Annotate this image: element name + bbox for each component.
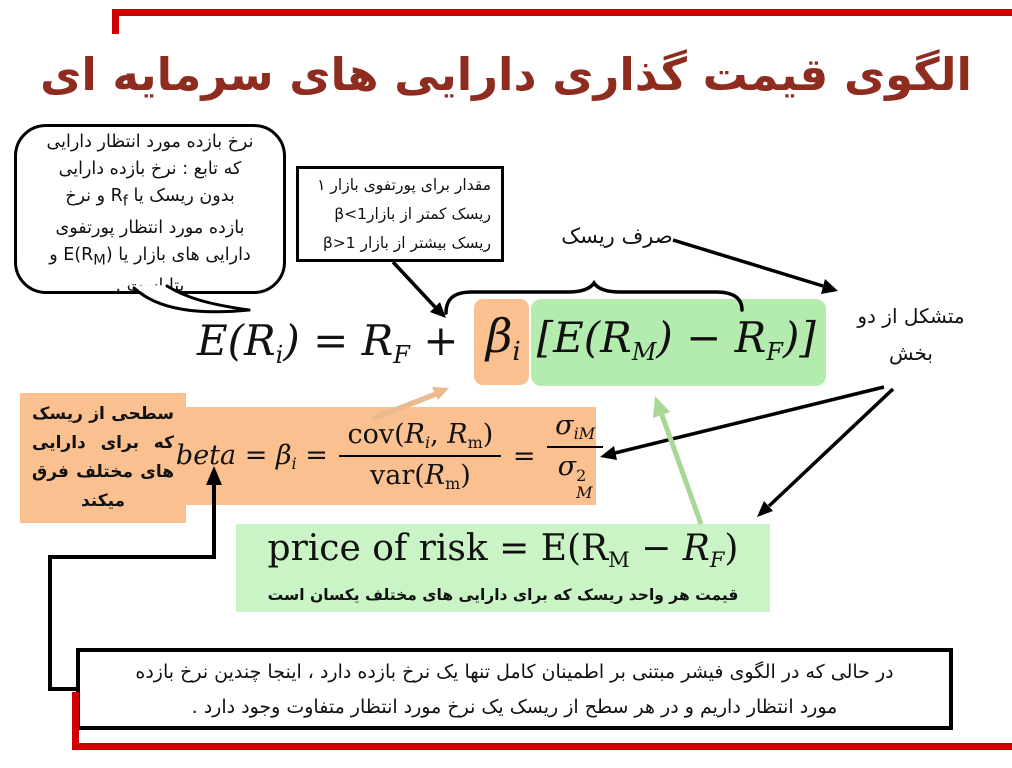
- cov-var-fraction: cov(Ri, Rm) var(Rm): [339, 419, 502, 493]
- page-title: الگوی قیمت گذاری دارایی های سرمایه ای: [40, 48, 972, 101]
- price-of-risk-box: price of risk = E(RM − RF) قیمت هر واحد …: [236, 524, 770, 612]
- callout-line: بازده مورد انتظار پورتفوی: [55, 217, 245, 238]
- market-premium-highlight-chip: [E(RM) − RF)]: [530, 298, 826, 386]
- formula-text: E(Ri) = RF +: [197, 315, 472, 369]
- callout-text: و: [49, 244, 64, 265]
- beta-highlight-chip: βi: [473, 299, 529, 385]
- beta-gt-1: β>1: [322, 234, 356, 252]
- arrow-risk-premium-to-two-parts: [672, 238, 838, 294]
- callout-line: نرخ بازده مورد انتظار دارایی: [46, 132, 254, 152]
- beta-range-line: ریسک بیشتر از بازار β>1: [322, 234, 491, 252]
- callout-line: دارایی های بازار یا E(RM) و: [17, 242, 283, 274]
- fisher-note-box: در حالی که در الگوی فیشر مبتنی بر اطمینا…: [76, 648, 953, 730]
- arrow-two-parts-to-price-box: [757, 387, 895, 517]
- risk-premium-label: صرف ریسک: [561, 224, 673, 248]
- callout-text: دارایی های بازار یا: [112, 244, 251, 265]
- two-parts-label: متشکل از دو بخش: [857, 304, 965, 365]
- callout-line: بدون ریسک یا Rf و نرخ: [17, 183, 283, 215]
- callout-text: بدون ریسک یا: [127, 186, 235, 206]
- beta-range-line: مقدار برای پورتفوی بازار ۱: [317, 176, 491, 194]
- price-of-risk-caption: قیمت هر واحد ریسک که برای دارایی های مخت…: [267, 586, 739, 604]
- definition-callout: نرخ بازده مورد انتظار دارایی که تابع : ن…: [14, 124, 286, 296]
- callout-line: که تابع : نرخ بازده دارایی: [58, 159, 242, 179]
- green-arrow-to-formula: [653, 396, 704, 525]
- beta-def: beta = βi =: [175, 439, 337, 473]
- beta-range-box: مقدار برای پورتفوی بازار ۱ ریسک کمتر از …: [296, 166, 504, 262]
- beta-range-line: ریسک کمتر از بازارβ<1: [334, 205, 491, 223]
- erm-symbol: E(RM): [63, 244, 113, 269]
- arrow-two-parts-to-beta-formula: [600, 385, 885, 460]
- red-top-border: [112, 9, 1012, 34]
- beta-lt-1: β<1: [334, 205, 368, 223]
- callout-text: و نرخ: [65, 186, 111, 206]
- price-of-risk-formula: price of risk = E(RM − RF): [267, 528, 739, 572]
- rf-symbol: Rf: [110, 186, 128, 210]
- risk-level-box: سطحی از ریسک که برای دارایی های مختلف فر…: [20, 393, 186, 523]
- capm-formula: E(Ri) = RF + βi [E(RM) − RF)]: [197, 296, 826, 388]
